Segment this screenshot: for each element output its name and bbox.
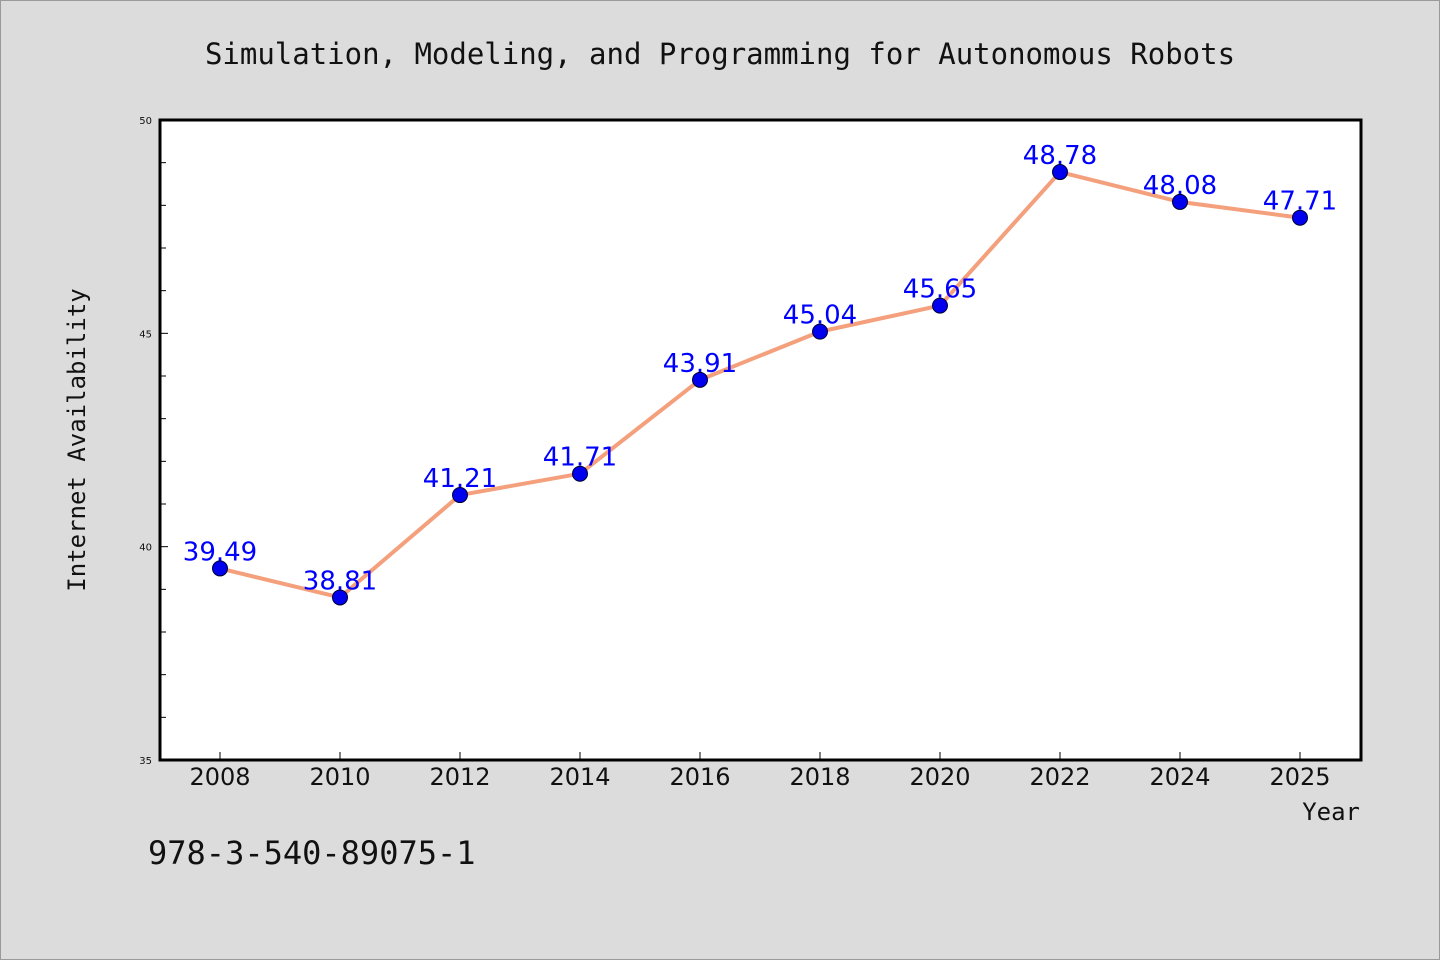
x-tick-label: 2024 (1149, 763, 1210, 791)
data-point (692, 371, 708, 388)
x-axis-label: Year (1302, 798, 1360, 826)
data-label: 45.04 (783, 301, 857, 331)
y-axis-ticks: 35 40 45 50 (139, 116, 168, 767)
footnote-isbn: 978-3-540-89075-1 (148, 834, 476, 872)
series-line (219, 170, 1301, 600)
data-label: 41.21 (423, 464, 497, 494)
data-point (572, 465, 588, 482)
data-labels: 39.49 38.81 41.21 41.71 43.91 45.04 45.65 48.78… (183, 141, 1337, 596)
chart-title: Simulation, Modeling, and Programming fo… (205, 37, 1235, 71)
data-point (452, 487, 468, 504)
x-tick-label: 2018 (789, 763, 850, 791)
data-point (932, 297, 948, 314)
x-tick-label: 2020 (909, 763, 970, 791)
plot-area (158, 118, 1363, 762)
data-point (1292, 209, 1308, 226)
data-label: 47.71 (1263, 187, 1337, 217)
y-axis-label: Internet Availability (63, 288, 91, 591)
x-tick-label: 2012 (429, 763, 490, 791)
x-tick-label: 2016 (669, 763, 730, 791)
data-point (812, 323, 828, 340)
data-point (332, 589, 348, 606)
x-axis-ticks: 2008 2010 2012 2014 2016 2018 2020 2022 2024 2025 (189, 752, 1331, 791)
data-label: 39.49 (183, 537, 257, 567)
data-markers (212, 164, 1308, 606)
data-label: 48.78 (1023, 141, 1097, 171)
data-label: 45.65 (903, 275, 977, 305)
x-tick-label: 2025 (1269, 763, 1330, 791)
data-point (212, 560, 228, 577)
x-tick-label: 2022 (1029, 763, 1090, 791)
y-tick-label: 40 (139, 543, 152, 554)
x-tick-label: 2010 (309, 763, 370, 791)
data-label: 43.91 (663, 349, 737, 379)
y-tick-label: 45 (139, 329, 152, 340)
y-tick-label: 50 (139, 116, 152, 127)
data-point (1052, 164, 1068, 181)
y-tick-label: 35 (139, 756, 152, 767)
x-tick-label: 2008 (189, 763, 250, 791)
data-label: 38.81 (303, 566, 377, 596)
data-label: 41.71 (543, 443, 617, 473)
x-tick-label: 2014 (549, 763, 610, 791)
data-label: 48.08 (1143, 171, 1217, 201)
data-point (1172, 193, 1188, 210)
